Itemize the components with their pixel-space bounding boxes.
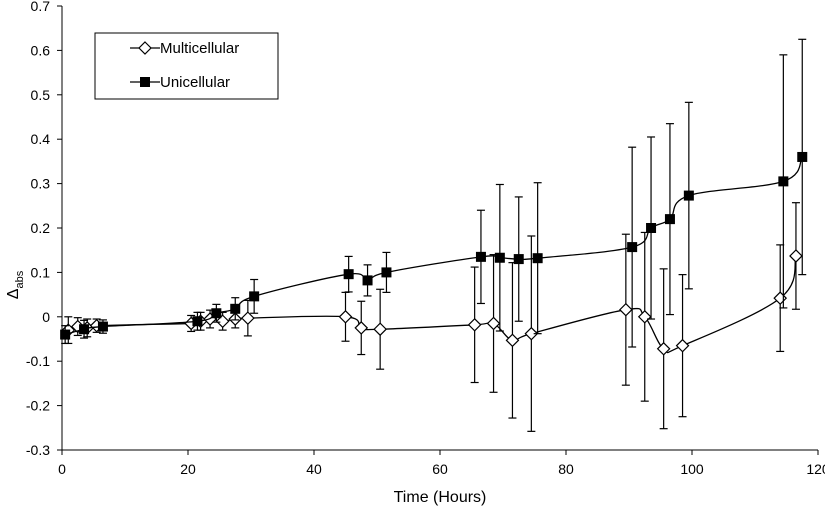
data-point-unicellular [249, 291, 260, 302]
y-tick-label: 0 [42, 309, 50, 325]
y-tick-label: 0.1 [31, 264, 51, 280]
y-axis-title-sub: abs [14, 270, 26, 288]
data-point-multicellular [338, 309, 353, 324]
y-tick-label: 0.5 [31, 87, 51, 103]
x-tick-label: 120 [806, 461, 825, 477]
data-point-multicellular [486, 316, 501, 331]
y-tick-label: -0.3 [26, 442, 50, 458]
y-tick-label: -0.2 [26, 398, 50, 414]
data-point-unicellular [343, 269, 354, 280]
data-point-unicellular [97, 321, 108, 332]
data-point-unicellular [778, 176, 789, 187]
y-tick-label: 0.7 [31, 0, 51, 14]
data-point-unicellular [60, 329, 71, 340]
y-tick-label: 0.3 [31, 176, 51, 192]
series-line-unicellular [64, 156, 803, 336]
data-point-unicellular [381, 267, 392, 278]
x-tick-label: 80 [558, 461, 574, 477]
series-line-multicellular [68, 255, 797, 354]
data-point-unicellular [79, 324, 90, 335]
legend-label-multicellular: Multicellular [160, 40, 239, 57]
y-axis-title: Δabs [5, 270, 26, 299]
x-tick-label: 60 [432, 461, 448, 477]
data-point-unicellular [230, 303, 241, 314]
data-point-unicellular [532, 253, 543, 264]
x-axis-title: Time (Hours) [394, 489, 487, 506]
axes: -0.3 -0.2 -0.1 0 0.1 0.2 0.3 0.4 0.5 0.6 0.7 0 20 40 6… [26, 0, 825, 477]
data-point-multicellular [619, 302, 633, 317]
series-unicellular [60, 38, 808, 348]
data-point-multicellular [467, 317, 482, 332]
data-point-unicellular [627, 242, 638, 253]
data-point-unicellular [494, 252, 505, 263]
data-point-multicellular [524, 326, 539, 341]
data-point-unicellular [683, 190, 694, 201]
plot-area [60, 38, 808, 432]
legend-marker-multicellular [138, 41, 152, 55]
data-point-multicellular [373, 322, 387, 337]
x-tick-label: 20 [180, 461, 196, 477]
x-tick-label: 100 [680, 461, 704, 477]
data-point-multicellular [656, 341, 671, 356]
data-point-unicellular [664, 214, 675, 225]
x-tick-label: 0 [58, 461, 66, 477]
legend-marker-unicellular [140, 77, 150, 87]
legend: Multicellular Unicellular [94, 32, 279, 100]
data-point-multicellular [241, 311, 255, 325]
data-point-unicellular [362, 275, 373, 286]
y-tick-label: 0.2 [31, 220, 51, 236]
data-point-unicellular [513, 254, 524, 265]
data-point-multicellular [505, 333, 520, 348]
data-point-multicellular [354, 321, 369, 335]
x-tick-label: 40 [306, 461, 322, 477]
legend-label-unicellular: Unicellular [160, 74, 230, 91]
y-axis-title-main: Δ [5, 288, 22, 299]
data-point-multicellular [637, 309, 652, 324]
data-point-unicellular [475, 251, 486, 262]
y-tick-label: -0.1 [26, 353, 50, 369]
data-point-unicellular [192, 316, 203, 327]
svg-text:Δabs: Δabs [5, 270, 26, 299]
data-point-multicellular [789, 249, 803, 263]
data-point-unicellular [211, 308, 222, 319]
y-tick-label: 0.6 [31, 42, 51, 58]
data-point-unicellular [646, 223, 657, 233]
series-multicellular [61, 202, 803, 432]
data-point-unicellular [797, 151, 808, 162]
y-tick-label: 0.4 [31, 131, 51, 147]
legend-box [94, 32, 279, 100]
data-point-multicellular [675, 338, 690, 353]
